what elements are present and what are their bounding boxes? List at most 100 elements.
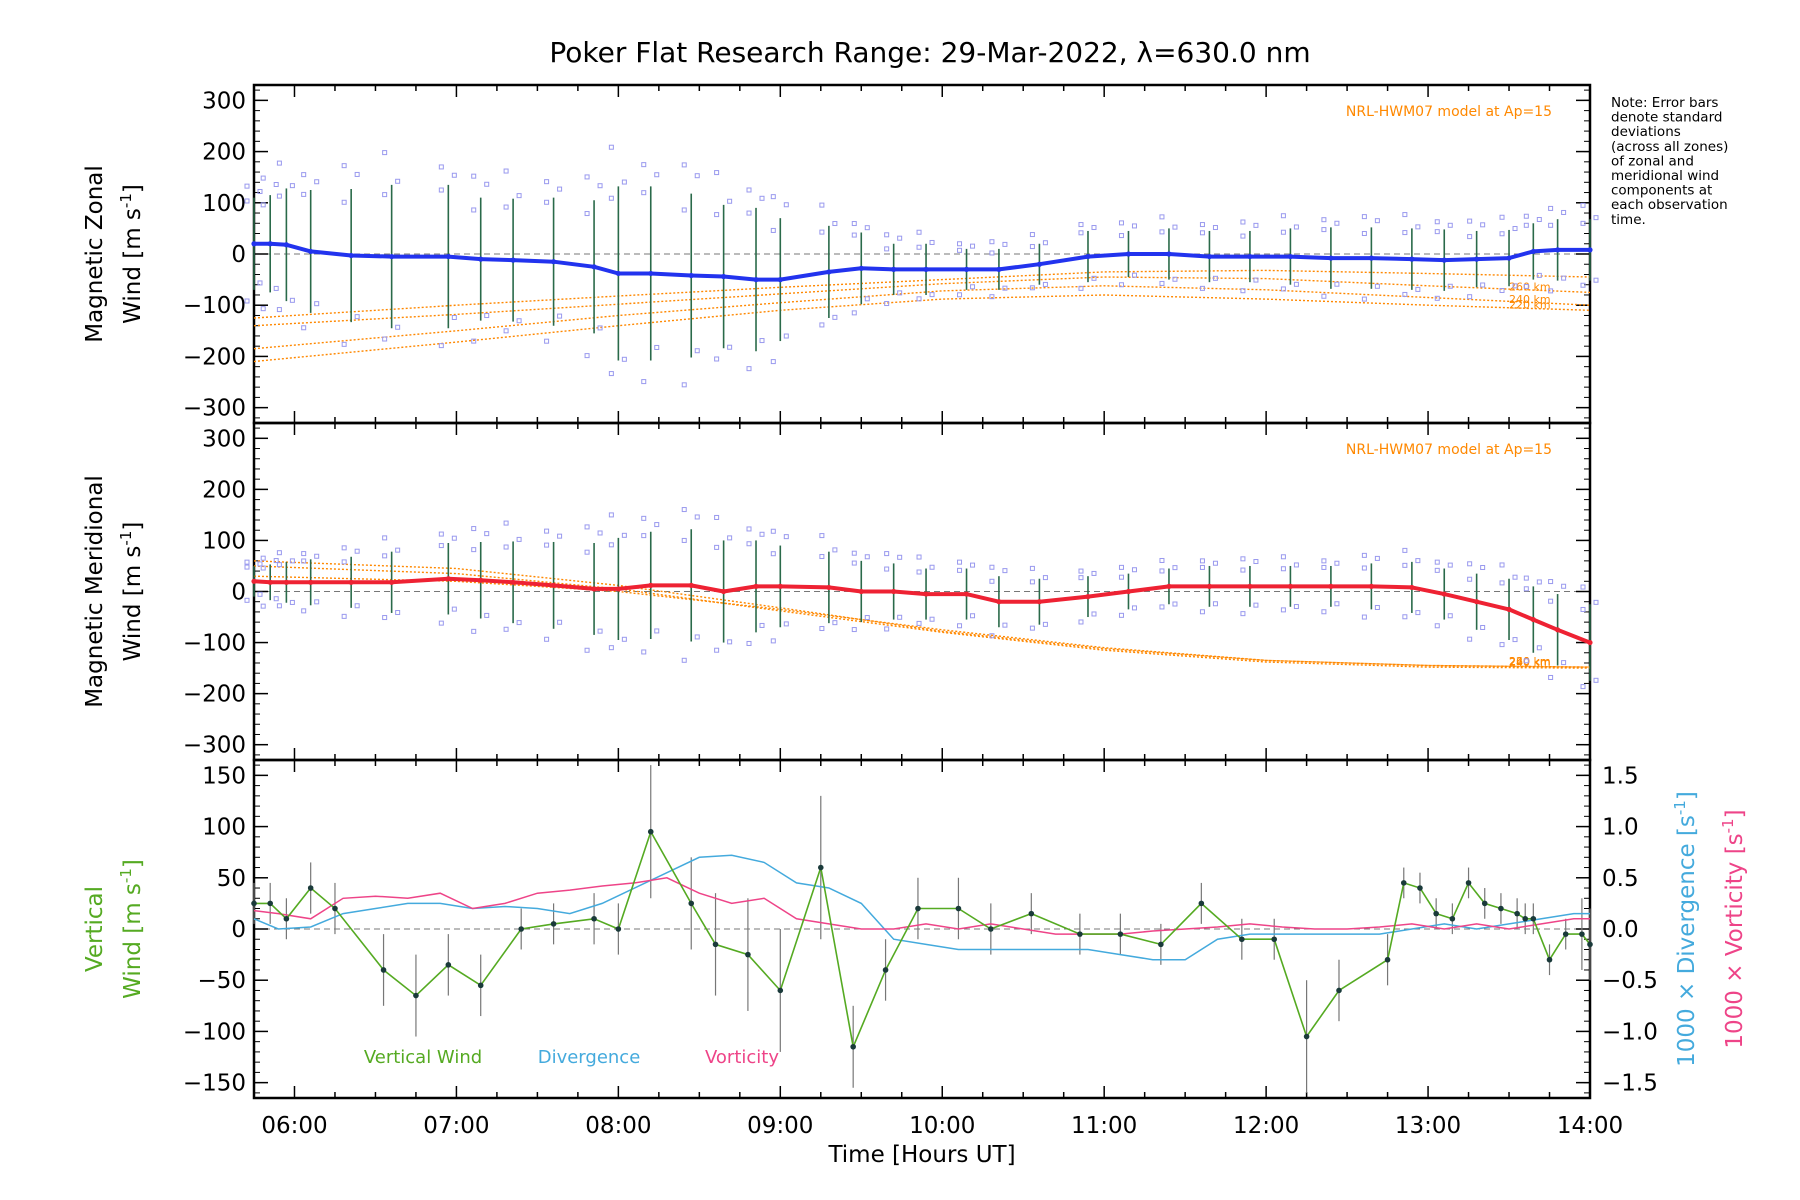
wind-point: [389, 579, 395, 585]
sample-marker: [1593, 215, 1599, 221]
sample-marker: [438, 343, 444, 349]
y-axis-label: Wind [m s-1]: [117, 522, 146, 662]
wind-point: [1474, 256, 1480, 262]
sample-marker: [597, 183, 603, 189]
zonal-wind-line: [254, 241, 1590, 282]
sample-marker: [641, 190, 647, 196]
sample-marker: [746, 541, 752, 547]
sample-marker: [864, 615, 870, 621]
sample-marker: [584, 549, 590, 555]
wind-point: [648, 270, 654, 277]
sample-marker: [770, 638, 776, 644]
sample-marker: [957, 623, 963, 629]
y-axis-label: Magnetic Meridional: [82, 475, 108, 708]
model-curve: [253, 575, 1591, 668]
wind-point: [688, 582, 694, 588]
sample-marker: [244, 298, 250, 304]
sample-marker: [1467, 234, 1473, 240]
sample-marker: [608, 542, 614, 548]
chart-panels: 300 200 100 0 −100 −200 −300 Magnetic Zonal Wind…: [82, 83, 1748, 1168]
sample-marker: [1131, 223, 1137, 229]
sample-marker: [1512, 226, 1518, 232]
vertical-wind-point: [380, 967, 387, 973]
vertical-wind-point: [283, 915, 290, 922]
sample-marker: [1293, 604, 1299, 610]
sample-marker: [341, 545, 347, 551]
sample-marker: [244, 564, 250, 570]
sample-marker: [1447, 283, 1453, 289]
sample-marker: [957, 241, 963, 247]
right-y-tick-label: 1.0: [1602, 815, 1639, 841]
sample-marker: [1280, 566, 1286, 572]
sample-marker: [1580, 220, 1586, 226]
sample-marker: [1361, 231, 1367, 237]
sample-marker: [759, 622, 765, 628]
sample-marker: [1434, 295, 1440, 301]
sample-marker: [1321, 609, 1327, 615]
wind-point: [283, 579, 289, 585]
sample-marker: [471, 547, 477, 553]
y-tick-label: −200: [183, 344, 246, 370]
sample-marker: [819, 202, 825, 208]
sample-marker: [1402, 547, 1408, 553]
vertical-wind-point: [647, 828, 654, 835]
sample-marker: [1415, 286, 1421, 292]
sample-marker: [1523, 575, 1529, 581]
sample-marker: [273, 285, 279, 291]
vertical-wind-point: [1498, 905, 1504, 912]
sample-marker: [244, 198, 250, 204]
sample-marker: [1580, 684, 1586, 690]
sample-marker: [301, 191, 307, 197]
y-tick-label: −50: [197, 968, 246, 994]
sample-marker: [1480, 624, 1486, 630]
wind-point: [1125, 588, 1132, 595]
sample-marker: [1447, 562, 1453, 568]
y-tick-label: 50: [217, 866, 246, 892]
y-axis-label: Wind [m s-1]: [117, 859, 146, 999]
sample-marker: [1499, 580, 1505, 586]
vertical-wind-point: [1417, 885, 1423, 891]
sample-marker: [916, 620, 922, 626]
sample-marker: [957, 559, 963, 565]
sample-marker: [641, 649, 647, 655]
sample-marker: [1091, 611, 1097, 617]
wind-point: [963, 266, 970, 272]
y-tick-label: 200: [202, 140, 246, 166]
model-curve: [253, 294, 1591, 363]
sample-marker: [1434, 559, 1440, 565]
sample-marker: [1131, 605, 1137, 611]
wind-point: [1206, 583, 1213, 589]
sample-marker: [1467, 576, 1473, 582]
wind-point: [826, 269, 832, 275]
sample-marker: [1078, 222, 1084, 228]
sample-marker: [1467, 218, 1473, 224]
wind-point: [1368, 255, 1374, 261]
sample-marker: [819, 533, 825, 539]
wind-point: [251, 241, 257, 247]
sample-marker: [1402, 291, 1408, 297]
sample-marker: [273, 182, 279, 188]
sample-marker: [884, 232, 890, 238]
vertical-wind-point: [1336, 987, 1342, 994]
sample-marker: [1523, 283, 1529, 289]
wind-point: [348, 579, 354, 585]
wind-point: [510, 579, 516, 585]
sample-marker: [1078, 568, 1084, 574]
sample-marker: [1212, 225, 1218, 231]
wind-point: [445, 576, 451, 582]
sample-marker: [1321, 217, 1327, 223]
sample-marker: [851, 310, 857, 316]
sample-marker: [989, 239, 995, 245]
sample-marker: [929, 616, 935, 622]
sample-marker: [1480, 565, 1486, 571]
sample-marker: [608, 371, 614, 377]
sample-marker: [1199, 230, 1205, 236]
sample-marker: [1499, 231, 1505, 237]
sample-marker: [395, 324, 401, 330]
sample-marker: [714, 212, 720, 218]
sample-marker: [1199, 609, 1205, 615]
sample-marker: [1118, 233, 1124, 239]
sample-marker: [1334, 281, 1340, 287]
right-y-tick-label: −0.5: [1602, 968, 1658, 994]
sample-marker: [1512, 574, 1518, 580]
